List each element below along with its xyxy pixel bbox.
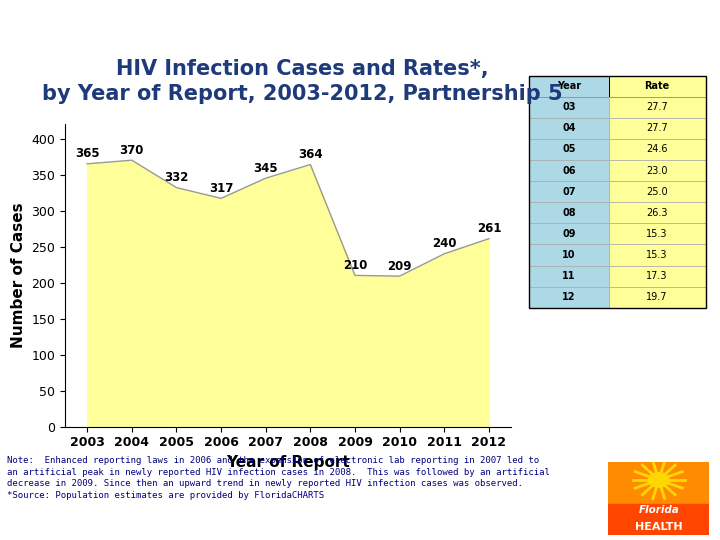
- Bar: [529, 139, 608, 160]
- Text: 25.0: 25.0: [647, 187, 668, 197]
- Bar: [608, 245, 706, 266]
- Bar: [529, 224, 608, 245]
- Text: 17.3: 17.3: [647, 271, 668, 281]
- Bar: [529, 245, 608, 266]
- Bar: [608, 97, 706, 118]
- Text: 210: 210: [343, 259, 367, 272]
- Text: 370: 370: [120, 144, 144, 157]
- Bar: [608, 181, 706, 202]
- Text: 240: 240: [432, 237, 456, 250]
- Text: 209: 209: [387, 260, 412, 273]
- Text: 332: 332: [164, 171, 189, 184]
- Bar: [608, 462, 709, 504]
- Text: HIV Infection Cases and Rates*,
by Year of Report, 2003-2012, Partnership 5: HIV Infection Cases and Rates*, by Year …: [42, 59, 563, 104]
- Bar: [529, 160, 608, 181]
- Text: Note:  Enhanced reporting laws in 2006 and the expansion of electronic lab repor: Note: Enhanced reporting laws in 2006 an…: [7, 456, 550, 500]
- Text: 03: 03: [562, 102, 576, 112]
- Bar: [529, 97, 608, 118]
- Text: Year: Year: [557, 81, 581, 91]
- Text: 23.0: 23.0: [647, 166, 668, 176]
- Bar: [608, 504, 709, 535]
- Bar: [529, 181, 608, 202]
- Text: Florida: Florida: [639, 505, 679, 516]
- Text: 12: 12: [562, 292, 576, 302]
- Bar: [608, 287, 706, 308]
- Bar: [608, 202, 706, 224]
- Text: 261: 261: [477, 222, 501, 235]
- Text: 15.3: 15.3: [647, 229, 668, 239]
- Text: 11: 11: [562, 271, 576, 281]
- Text: 15.3: 15.3: [647, 250, 668, 260]
- Bar: [608, 224, 706, 245]
- Text: 27.7: 27.7: [647, 102, 668, 112]
- Bar: [529, 266, 608, 287]
- Bar: [608, 139, 706, 160]
- Text: 05: 05: [562, 145, 576, 154]
- X-axis label: Year of Report: Year of Report: [226, 455, 350, 470]
- Bar: [529, 76, 608, 97]
- Bar: [529, 118, 608, 139]
- Y-axis label: Number of Cases: Number of Cases: [11, 202, 26, 348]
- Circle shape: [649, 472, 669, 487]
- Text: 07: 07: [562, 187, 576, 197]
- Text: 26.3: 26.3: [647, 208, 668, 218]
- Text: 345: 345: [253, 161, 278, 174]
- Text: HEALTH: HEALTH: [635, 522, 683, 532]
- Text: 04: 04: [562, 123, 576, 133]
- Bar: [608, 266, 706, 287]
- Text: 19.7: 19.7: [647, 292, 668, 302]
- Text: 27.7: 27.7: [647, 123, 668, 133]
- Text: 364: 364: [298, 148, 323, 161]
- Text: 10: 10: [562, 250, 576, 260]
- Text: 08: 08: [562, 208, 576, 218]
- Text: Rate: Rate: [644, 81, 670, 91]
- Text: 24.6: 24.6: [647, 145, 668, 154]
- Text: 06: 06: [562, 166, 576, 176]
- Bar: [608, 118, 706, 139]
- Bar: [608, 160, 706, 181]
- Text: 317: 317: [209, 182, 233, 195]
- Text: 365: 365: [75, 147, 99, 160]
- Bar: [529, 202, 608, 224]
- Text: 09: 09: [562, 229, 576, 239]
- Bar: [529, 287, 608, 308]
- Bar: [608, 76, 706, 97]
